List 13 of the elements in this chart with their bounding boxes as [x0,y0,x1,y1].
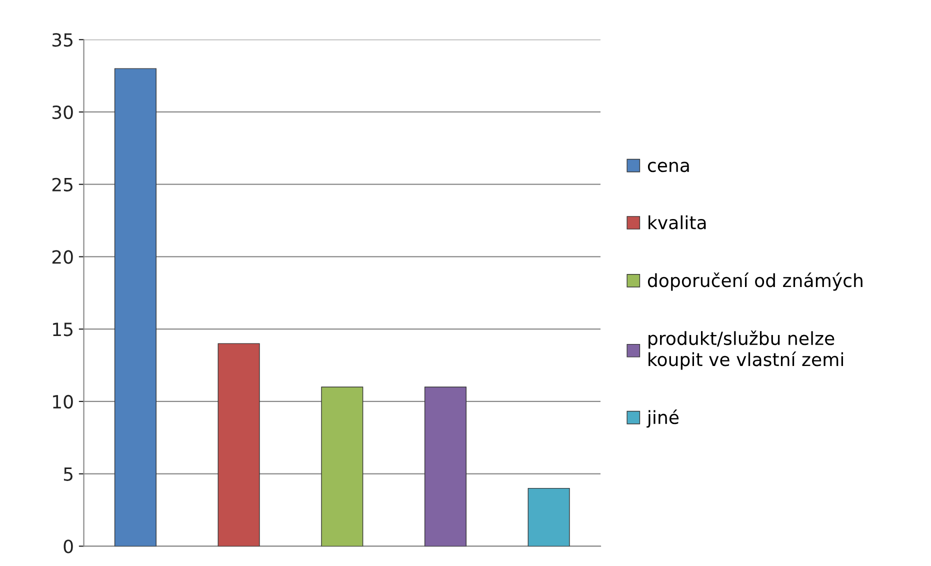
legend-label: doporučení od známých [648,272,862,291]
y-tick-label: 15 [53,322,72,336]
legend-label: produkt/službu nelze koupit ve vlastní zemi [648,330,844,370]
y-tick-label: 20 [52,250,73,264]
legend-label: kvalita [648,215,706,230]
y-tick-label: 0 [64,540,73,554]
y-tick-label: 35 [52,33,72,47]
legend-label: cena [648,162,689,172]
legend-label: jiné [646,409,679,428]
y-tick-label: 25 [52,178,72,192]
y-tick-label: 30 [52,105,73,120]
y-tick-label: 10 [53,394,73,409]
y-tick-label: 5 [64,468,72,481]
